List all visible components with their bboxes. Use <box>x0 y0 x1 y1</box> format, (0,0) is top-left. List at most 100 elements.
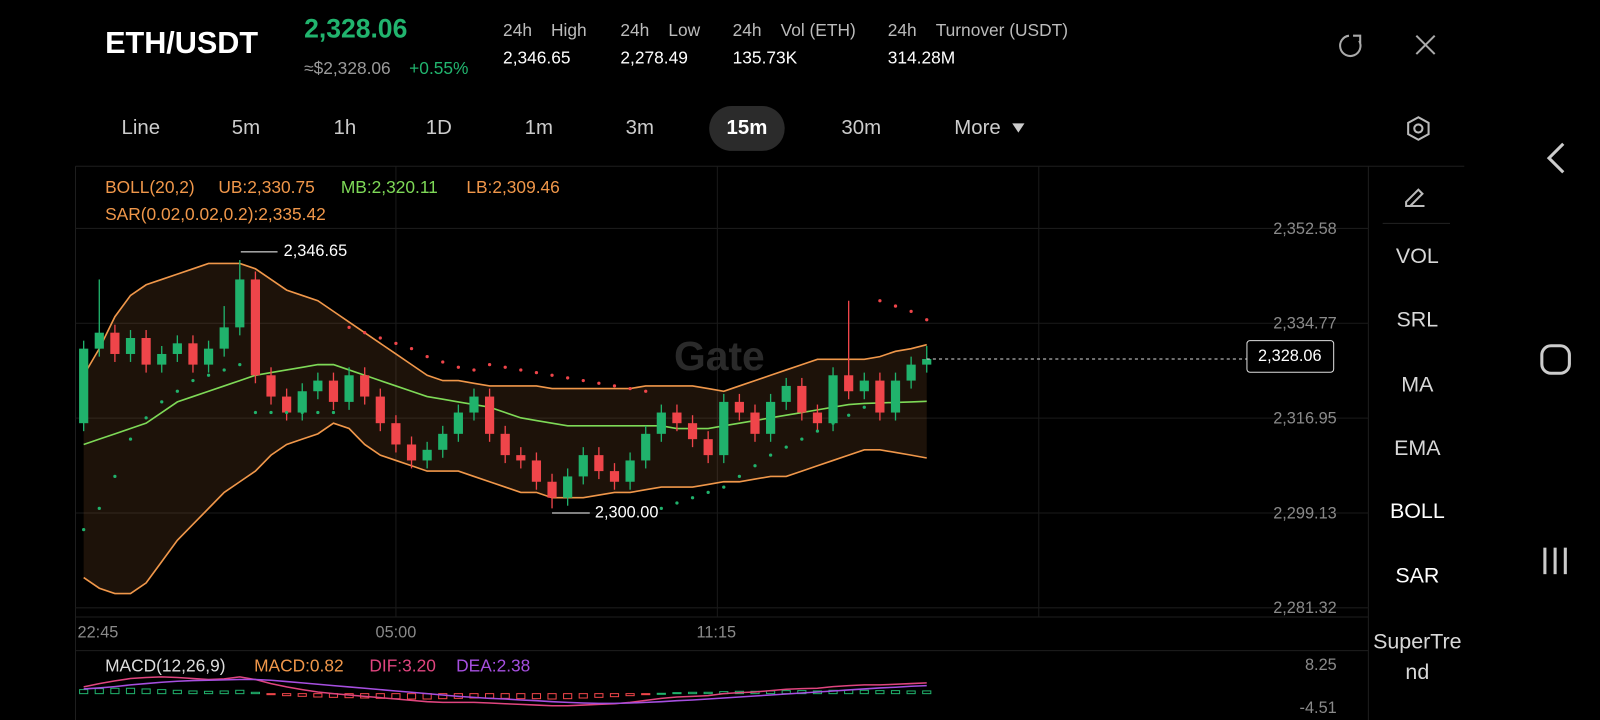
sar-dot <box>285 410 289 415</box>
sar-dot <box>925 318 929 322</box>
macd-hist <box>859 689 869 695</box>
candle-body <box>672 412 682 424</box>
macd-hist <box>282 693 292 697</box>
macd-hist <box>235 689 245 695</box>
tab[interactable]: 3m <box>626 117 654 139</box>
macd-tick-label: -4.51 <box>1300 699 1337 717</box>
candle-body <box>890 380 901 413</box>
candle-body <box>157 353 167 365</box>
sar-dot <box>191 378 195 383</box>
boll-lower <box>83 422 927 595</box>
candle-body <box>812 412 823 424</box>
tab-selected-bg <box>709 106 785 151</box>
dea-line <box>83 678 927 705</box>
sar-dot <box>690 496 695 500</box>
candle-body <box>485 396 495 434</box>
candle-body <box>531 460 542 482</box>
chart-tool-icon[interactable] <box>1405 188 1425 208</box>
candle-body <box>859 380 869 392</box>
nav-home[interactable] <box>1540 344 1571 375</box>
macd-hist <box>125 687 136 695</box>
tab[interactable]: 1D <box>426 117 452 139</box>
macd-hist <box>547 693 557 700</box>
side-item[interactable]: SAR <box>1395 563 1440 588</box>
macd-hist <box>438 693 448 700</box>
candle-body <box>563 476 573 498</box>
tab[interactable]: 1h <box>334 117 357 139</box>
candle-body <box>453 412 463 434</box>
side-item-box[interactable]: SRL <box>1372 305 1462 372</box>
side-item-box[interactable]: SAR <box>1372 561 1462 628</box>
sar-dot <box>909 309 913 314</box>
close-icon[interactable] <box>1415 34 1436 55</box>
macd-hist <box>563 693 573 700</box>
tab[interactable]: Line <box>122 117 161 139</box>
candle-body <box>141 338 151 365</box>
candle-body <box>766 401 776 434</box>
side-item-box[interactable]: BOLL <box>1372 497 1462 564</box>
candle-body <box>781 385 791 402</box>
candle-body <box>844 375 854 392</box>
tab[interactable]: 30m <box>841 117 881 139</box>
stat-name: High <box>551 20 587 40</box>
boll-middle <box>83 363 927 446</box>
sar-dot <box>815 429 820 433</box>
tab[interactable]: 5m <box>232 117 260 139</box>
candle-body <box>297 391 307 413</box>
sar-dot <box>628 386 632 391</box>
side-item-box[interactable]: EMA <box>1372 433 1462 500</box>
sar-dot <box>222 368 226 372</box>
macd-hist <box>672 692 682 695</box>
dif-value: DIF:3.20 <box>369 656 435 676</box>
boll-legend: BOLL(20,2) <box>105 177 195 197</box>
dea-value: DEA:2.38 <box>456 656 530 676</box>
macd-hist <box>141 688 151 695</box>
tab[interactable]: 1m <box>525 117 553 139</box>
stat-value: 2,346.65 <box>503 48 570 68</box>
high-label: 2,346.65 <box>284 242 348 260</box>
candle-body <box>360 375 370 397</box>
side-item[interactable]: BOLL <box>1389 499 1445 524</box>
tab[interactable]: 15m <box>727 117 768 139</box>
nav-back[interactable] <box>1546 142 1565 174</box>
last-price: 2,328.06 <box>304 14 407 44</box>
sar-dot <box>534 370 539 375</box>
sar-dot <box>675 501 679 505</box>
side-item[interactable]: EMA <box>1394 436 1441 460</box>
sar-dot <box>753 464 757 468</box>
side-item[interactable]: MA <box>1401 373 1434 397</box>
sar-dot <box>300 410 304 415</box>
side-item-box[interactable]: SuperTrend <box>1372 627 1462 694</box>
stat-name: Low <box>668 20 700 40</box>
stat-value: 135.73K <box>733 48 798 68</box>
sar-dot <box>487 362 492 367</box>
x-label: 22:45 <box>78 624 119 642</box>
gear-hex <box>1407 116 1430 141</box>
sar-dot <box>472 368 476 372</box>
change: +0.55% <box>409 58 468 78</box>
candle-body <box>922 358 932 365</box>
candle-body <box>641 433 651 461</box>
tab[interactable]: More <box>954 117 1000 139</box>
side-item[interactable]: SRL <box>1396 307 1439 332</box>
refresh-icon[interactable] <box>1339 34 1362 58</box>
sar-dot <box>706 490 710 495</box>
candle-body <box>79 348 89 424</box>
sar-dot <box>175 389 179 393</box>
macd-hist <box>313 693 323 698</box>
y-tick-label: 2,281.32 <box>1273 599 1337 617</box>
macd-hist <box>875 690 885 695</box>
sar-dot <box>768 453 773 457</box>
candle-body <box>734 401 744 413</box>
sar-dot <box>97 506 101 511</box>
candle-body <box>235 279 245 328</box>
close-stroke <box>1415 34 1436 55</box>
side-item[interactable]: SuperTrend <box>1373 630 1462 685</box>
nav-recents[interactable] <box>1543 547 1567 575</box>
side-item-box[interactable]: MA <box>1372 370 1462 437</box>
side-item[interactable]: VOL <box>1395 244 1439 269</box>
candle-body <box>188 343 198 365</box>
side-item-box[interactable]: VOL <box>1372 242 1462 309</box>
candle-body <box>875 380 885 413</box>
settings-icon[interactable] <box>1407 116 1430 141</box>
